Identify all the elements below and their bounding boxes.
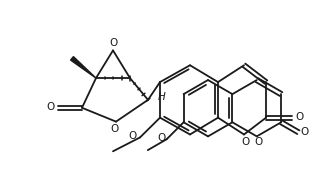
Text: O: O: [300, 127, 308, 137]
Text: O: O: [254, 137, 262, 147]
Text: H: H: [157, 92, 165, 102]
Text: O: O: [129, 131, 137, 141]
Polygon shape: [71, 57, 96, 78]
Text: O: O: [157, 133, 165, 143]
Text: O: O: [110, 124, 118, 134]
Text: O: O: [109, 38, 118, 48]
Text: O: O: [47, 102, 55, 112]
Text: O: O: [295, 112, 303, 122]
Text: O: O: [242, 137, 250, 146]
